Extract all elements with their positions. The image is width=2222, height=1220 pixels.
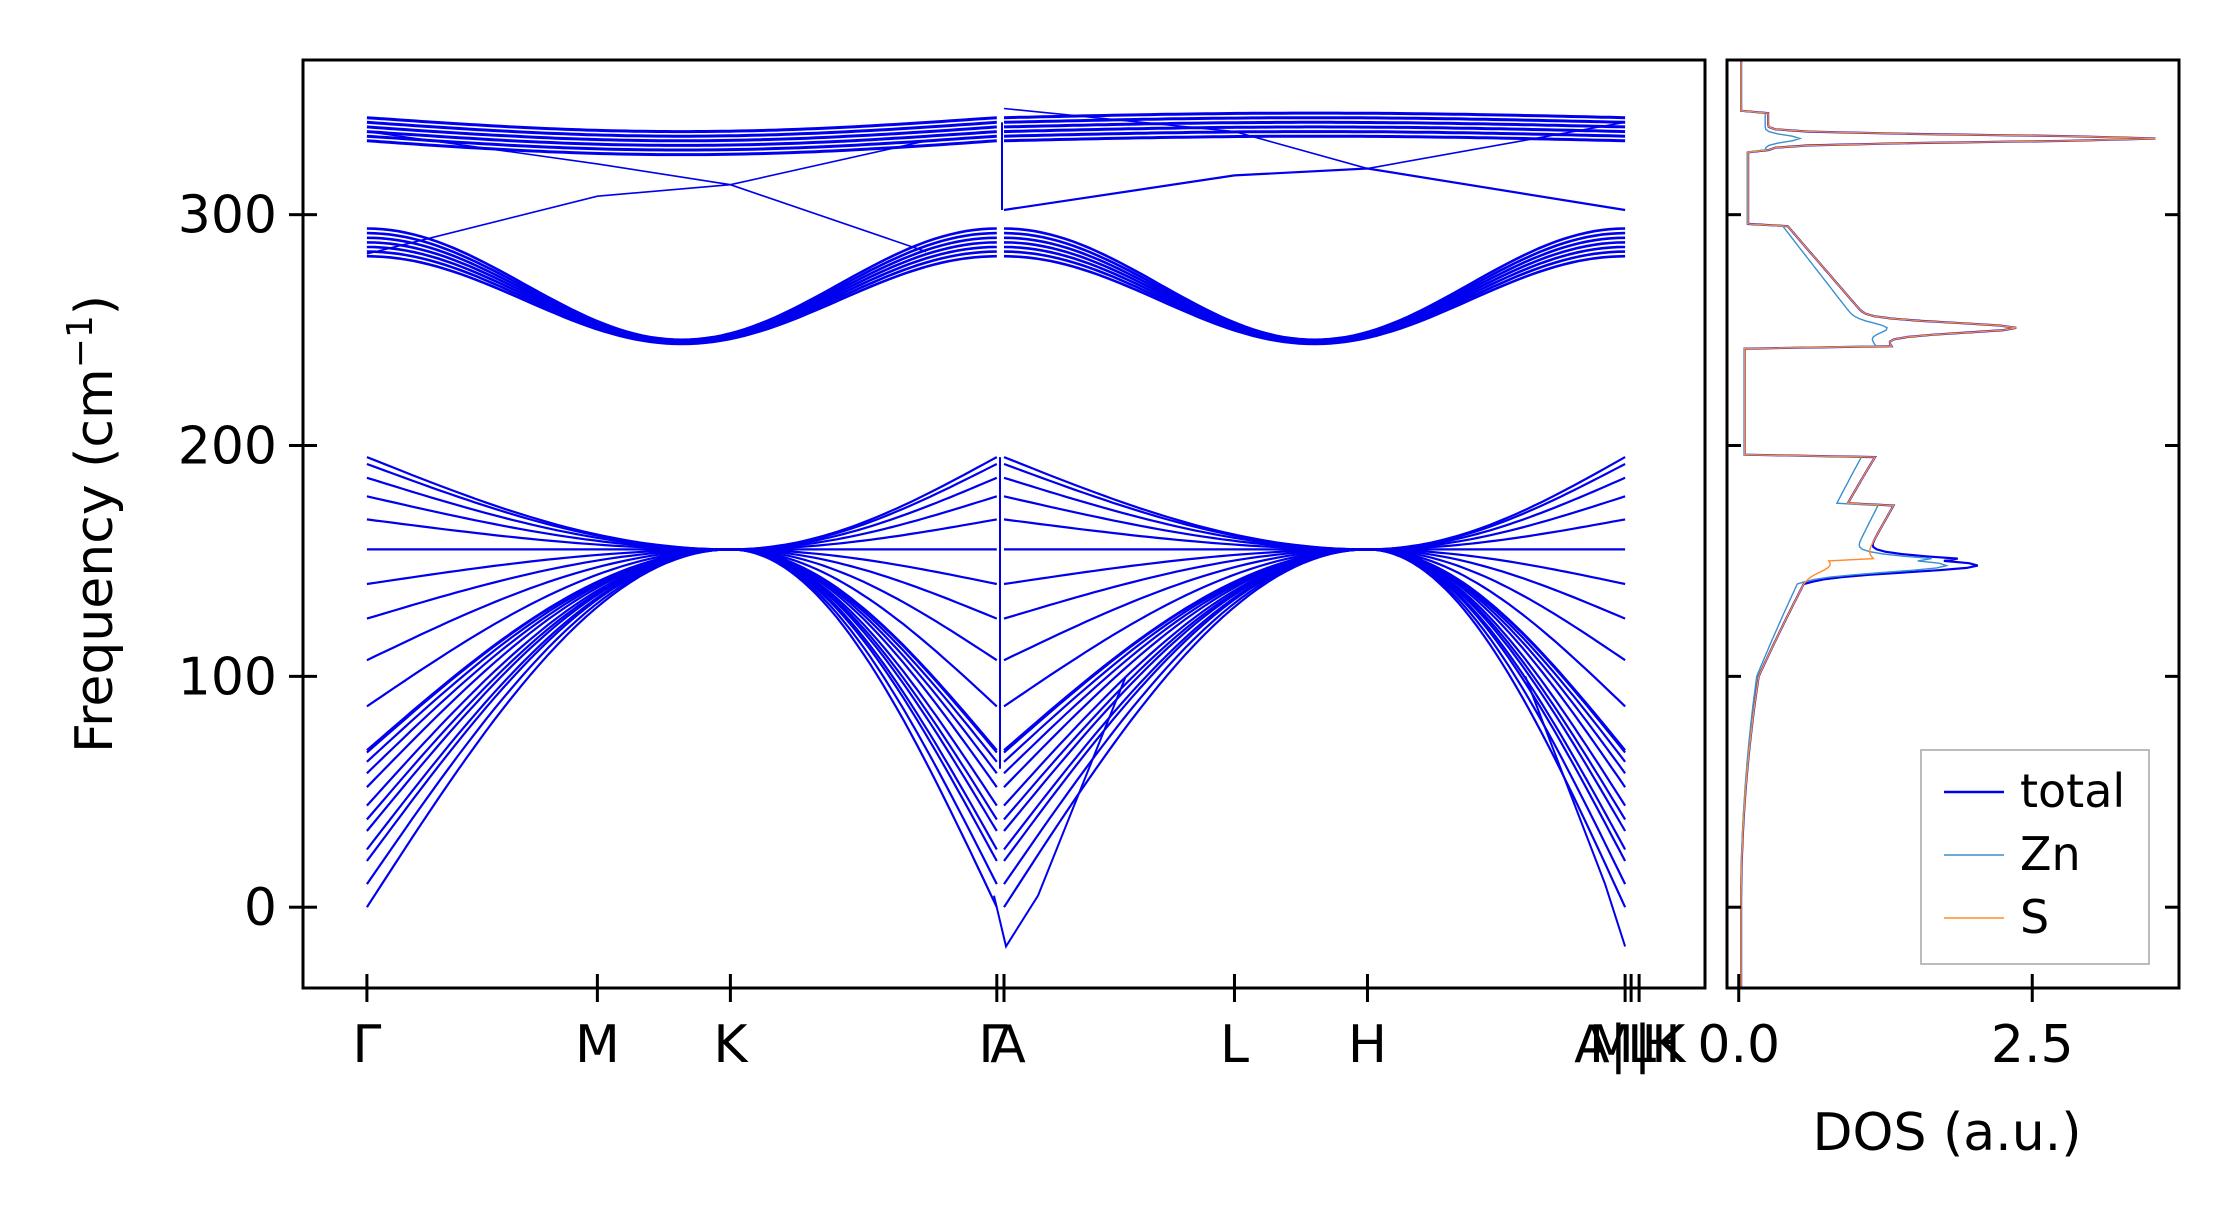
x-tick-label: K [713, 1015, 749, 1075]
band-line [1003, 548, 1626, 708]
x-tick-label: H [1642, 1015, 1681, 1075]
legend-box [1920, 749, 2150, 965]
x-tick-label: Γ [352, 1015, 381, 1075]
x-tick-label: M [575, 1015, 620, 1075]
x-tick-label: Γ [978, 1015, 1007, 1075]
band-y-ticks: 0 100 200 300 [178, 186, 317, 938]
y-tick-label: 200 [178, 417, 277, 477]
dos-series-s [1740, 60, 2156, 988]
legend-label-total: total [2020, 764, 2125, 818]
band-line [366, 231, 997, 342]
dos-lines [1740, 60, 2156, 988]
band-line [365, 548, 998, 908]
band-line [1003, 116, 1626, 124]
y-tick-label: 100 [178, 647, 277, 707]
band-line [366, 134, 997, 152]
band-lines [365, 107, 1627, 949]
band-line [366, 125, 997, 143]
band-line [1003, 125, 1626, 134]
y-tick-label: 300 [178, 186, 277, 246]
y-tick-label: 0 [244, 878, 277, 938]
band-line [366, 236, 997, 343]
band-line [1003, 231, 1626, 342]
band-line [366, 456, 998, 551]
legend-label-s: S [2020, 890, 2049, 944]
band-line [1003, 456, 1626, 551]
band-line [366, 130, 997, 147]
band-line [366, 495, 998, 551]
band-line [366, 140, 927, 255]
band-line [1003, 495, 1626, 551]
band-line [1003, 548, 1627, 908]
band-line [1003, 134, 1626, 143]
band-line [1003, 241, 1626, 344]
band-line [366, 548, 998, 620]
x-tick-label: M|K [1589, 1015, 1687, 1075]
band-line [1003, 476, 1626, 551]
legend: total Zn S [1920, 749, 2150, 965]
band-line [1003, 236, 1626, 343]
band-line [1003, 167, 1626, 212]
dos-x-tick-label: 0.0 [1697, 1015, 1780, 1075]
x-tick-label: A [990, 1015, 1026, 1075]
dos-panel: 0.0 2.5 DOS (a.u.) total Zn S [1697, 58, 2181, 1163]
x-tick-label: L [1220, 1015, 1249, 1075]
y-axis-title: Frequency (cm−1) [60, 295, 126, 753]
band-line [1003, 111, 1626, 120]
band-line [1003, 245, 1626, 344]
band-line [1524, 676, 1627, 947]
x-tick-label: A|L [1574, 1015, 1656, 1075]
dos-series-zn [1740, 60, 1950, 988]
band-line [366, 116, 997, 134]
legend-label-zn: Zn [2020, 827, 2081, 881]
x-axis-title: DOS (a.u.) [1813, 1103, 2082, 1163]
band-line [1003, 227, 1626, 342]
band-line [1003, 548, 1627, 851]
band-line [1003, 107, 1626, 170]
band-line [366, 476, 998, 551]
band-line [1003, 130, 1626, 138]
band-line [366, 548, 998, 851]
dos-ticks: 0.0 2.5 [1697, 213, 2179, 1075]
dos-x-tick-label: 2.5 [1991, 1015, 2074, 1075]
band-line [366, 245, 997, 344]
band-line [1003, 120, 1626, 129]
band-line [366, 241, 997, 344]
dos-plot-frame [1725, 58, 2181, 990]
band-x-ticks: Γ M K ΓA L H A|LM|KH [352, 974, 1687, 1075]
x-tick-label: H [1348, 1015, 1387, 1075]
band-line [366, 227, 997, 342]
band-line [366, 130, 927, 253]
band-line [993, 676, 1127, 949]
band-line [366, 120, 997, 138]
